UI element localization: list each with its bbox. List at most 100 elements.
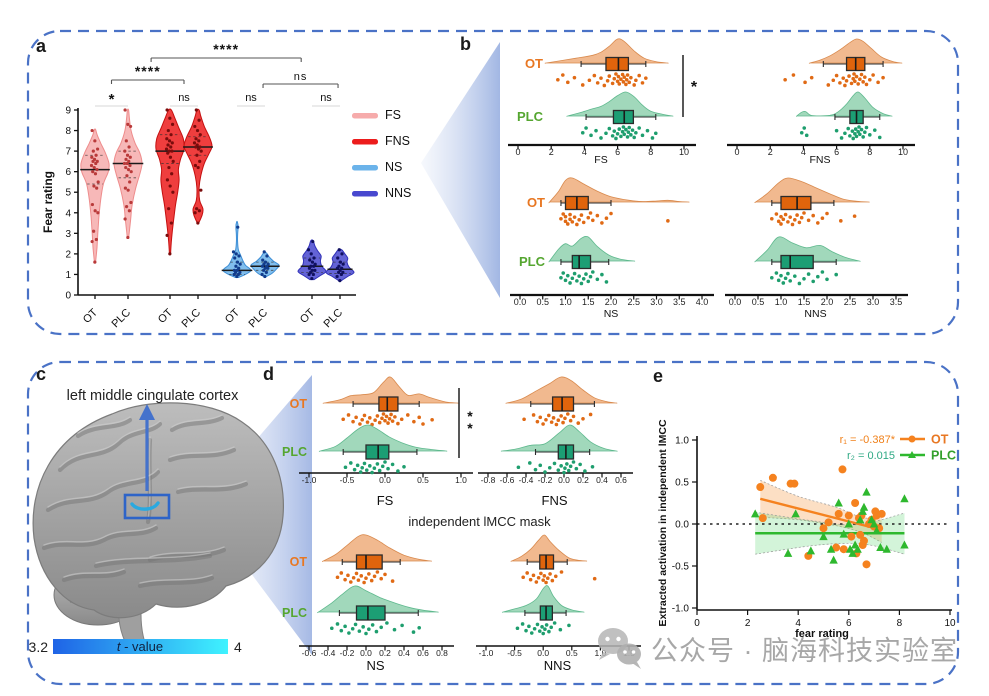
svg-text:****: **** bbox=[135, 63, 161, 79]
svg-text:10: 10 bbox=[679, 147, 689, 157]
svg-text:-0.5: -0.5 bbox=[672, 562, 690, 573]
svg-text:8: 8 bbox=[897, 618, 903, 629]
svg-text:1.0: 1.0 bbox=[594, 648, 606, 658]
svg-text:0.0: 0.0 bbox=[514, 297, 527, 307]
svg-text:1.5: 1.5 bbox=[798, 297, 811, 307]
svg-text:4: 4 bbox=[582, 147, 587, 157]
panel-b-label: b bbox=[460, 34, 471, 54]
svg-text:4: 4 bbox=[801, 147, 806, 157]
panel-d-label: d bbox=[263, 364, 274, 384]
svg-text:PLC: PLC bbox=[519, 254, 546, 269]
svg-text:8: 8 bbox=[65, 126, 71, 137]
svg-text:2.0: 2.0 bbox=[605, 297, 618, 307]
raincloud-d-fs: -1.0 -0.5 0.0 0.5 1.0 FS OT PLC ** bbox=[282, 376, 473, 508]
brain-region-title: left middle cingulate cortex bbox=[66, 388, 239, 404]
brain-illustration bbox=[32, 402, 284, 651]
svg-text:*: * bbox=[467, 420, 473, 436]
svg-text:****: **** bbox=[213, 41, 239, 57]
svg-text:NNS: NNS bbox=[385, 186, 411, 200]
svg-text:0.0: 0.0 bbox=[729, 297, 742, 307]
svg-text:2: 2 bbox=[549, 147, 554, 157]
svg-text:OT: OT bbox=[298, 306, 317, 325]
svg-text:OT: OT bbox=[81, 306, 100, 325]
svg-text:PLC: PLC bbox=[321, 307, 345, 331]
svg-text:PLC: PLC bbox=[517, 109, 544, 124]
svg-text:PLC: PLC bbox=[282, 606, 307, 620]
svg-text:0.0: 0.0 bbox=[558, 475, 570, 485]
svg-text:NS: NS bbox=[604, 308, 619, 320]
svg-text:4: 4 bbox=[795, 618, 801, 629]
svg-text:0.4: 0.4 bbox=[596, 475, 608, 485]
svg-text:0: 0 bbox=[694, 618, 700, 629]
roi-marker bbox=[123, 493, 171, 520]
svg-text:NNS: NNS bbox=[804, 308, 826, 320]
correlation-legend: r₁ = -0.387* OT r₂ = 0.015 PLC bbox=[840, 433, 956, 463]
svg-text:OT: OT bbox=[156, 306, 175, 325]
svg-text:OT: OT bbox=[223, 306, 242, 325]
svg-text:6: 6 bbox=[65, 167, 71, 178]
svg-text:8: 8 bbox=[648, 147, 653, 157]
significance-annotations: * ns ns ns**** ns**** bbox=[95, 41, 340, 108]
svg-text:FNS: FNS bbox=[810, 154, 831, 166]
svg-text:PLC: PLC bbox=[246, 307, 270, 331]
svg-text:-0.5: -0.5 bbox=[507, 648, 522, 658]
svg-text:3.5: 3.5 bbox=[890, 297, 903, 307]
watermark-text: 公众号 · 脑海科技实验室 bbox=[651, 635, 958, 666]
svg-text:0: 0 bbox=[515, 147, 520, 157]
wechat-icon bbox=[598, 628, 641, 669]
condition-legend: FS FNS NS NNS bbox=[352, 108, 411, 200]
svg-text:*: * bbox=[467, 408, 473, 424]
svg-text:-1.0: -1.0 bbox=[479, 648, 494, 658]
svg-text:-0.2: -0.2 bbox=[538, 475, 553, 485]
svg-text:ns: ns bbox=[178, 92, 190, 104]
svg-text:9: 9 bbox=[65, 105, 71, 116]
svg-text:FS: FS bbox=[385, 108, 401, 122]
svg-text:5: 5 bbox=[65, 188, 71, 199]
svg-text:3: 3 bbox=[65, 229, 71, 240]
svg-text:0.5: 0.5 bbox=[675, 478, 689, 489]
svg-text:4.0: 4.0 bbox=[696, 297, 709, 307]
watermark: 公众号 · 脑海科技实验室 bbox=[594, 626, 958, 670]
svg-text:-0.6: -0.6 bbox=[302, 648, 317, 658]
svg-text:OT: OT bbox=[290, 555, 308, 569]
svg-text:FNS: FNS bbox=[385, 134, 410, 148]
svg-text:3.0: 3.0 bbox=[867, 297, 880, 307]
svg-text:2: 2 bbox=[65, 249, 71, 260]
svg-text:0.5: 0.5 bbox=[752, 297, 765, 307]
svg-text:OT: OT bbox=[525, 56, 543, 71]
svg-text:0.6: 0.6 bbox=[417, 648, 429, 658]
svg-text:Extracted activation in indepe: Extracted activation in independent lMCC bbox=[657, 419, 669, 627]
svg-text:0.4: 0.4 bbox=[398, 648, 410, 658]
panel-e-scatter-chart: 0 2 4 6 8 10 1.0 0.5 0.0 -0.5 -1.0 fear rating Extra… bbox=[657, 419, 956, 640]
svg-text:4: 4 bbox=[234, 639, 242, 655]
svg-text:-0.5: -0.5 bbox=[340, 475, 355, 485]
svg-text:0.0: 0.0 bbox=[537, 648, 549, 658]
svg-text:1.0: 1.0 bbox=[775, 297, 788, 307]
svg-text:fear rating: fear rating bbox=[795, 628, 849, 640]
svg-text:2.5: 2.5 bbox=[844, 297, 857, 307]
svg-text:0.0: 0.0 bbox=[360, 648, 372, 658]
svg-text:10: 10 bbox=[944, 618, 956, 629]
svg-text:0.0: 0.0 bbox=[675, 520, 689, 531]
svg-text:-0.4: -0.4 bbox=[519, 475, 534, 485]
svg-text:PLC: PLC bbox=[931, 449, 956, 463]
svg-text:0.2: 0.2 bbox=[577, 475, 589, 485]
svg-text:10: 10 bbox=[898, 147, 908, 157]
svg-text:0.5: 0.5 bbox=[566, 648, 578, 658]
svg-text:-1.0: -1.0 bbox=[302, 475, 317, 485]
svg-text:ns: ns bbox=[294, 71, 308, 83]
svg-text:-0.4: -0.4 bbox=[321, 648, 336, 658]
svg-text:OT: OT bbox=[527, 195, 545, 210]
svg-text:-1.0: -1.0 bbox=[672, 604, 690, 615]
svg-text:NS: NS bbox=[366, 658, 384, 673]
panel-c-label: c bbox=[36, 364, 47, 384]
svg-text:3.0: 3.0 bbox=[650, 297, 663, 307]
dashed-panel-borders bbox=[26, 29, 960, 686]
svg-text:6: 6 bbox=[846, 618, 852, 629]
raincloud-b-ns: 0.0 0.5 1.0 1.5 2.0 2.5 3.0 3.5 4.0 NS OT PLC bbox=[510, 177, 714, 320]
svg-text:PLC: PLC bbox=[282, 445, 307, 459]
arrow-icon bbox=[139, 404, 155, 491]
svg-text:1.0: 1.0 bbox=[559, 297, 572, 307]
svg-text:NS: NS bbox=[385, 160, 402, 174]
